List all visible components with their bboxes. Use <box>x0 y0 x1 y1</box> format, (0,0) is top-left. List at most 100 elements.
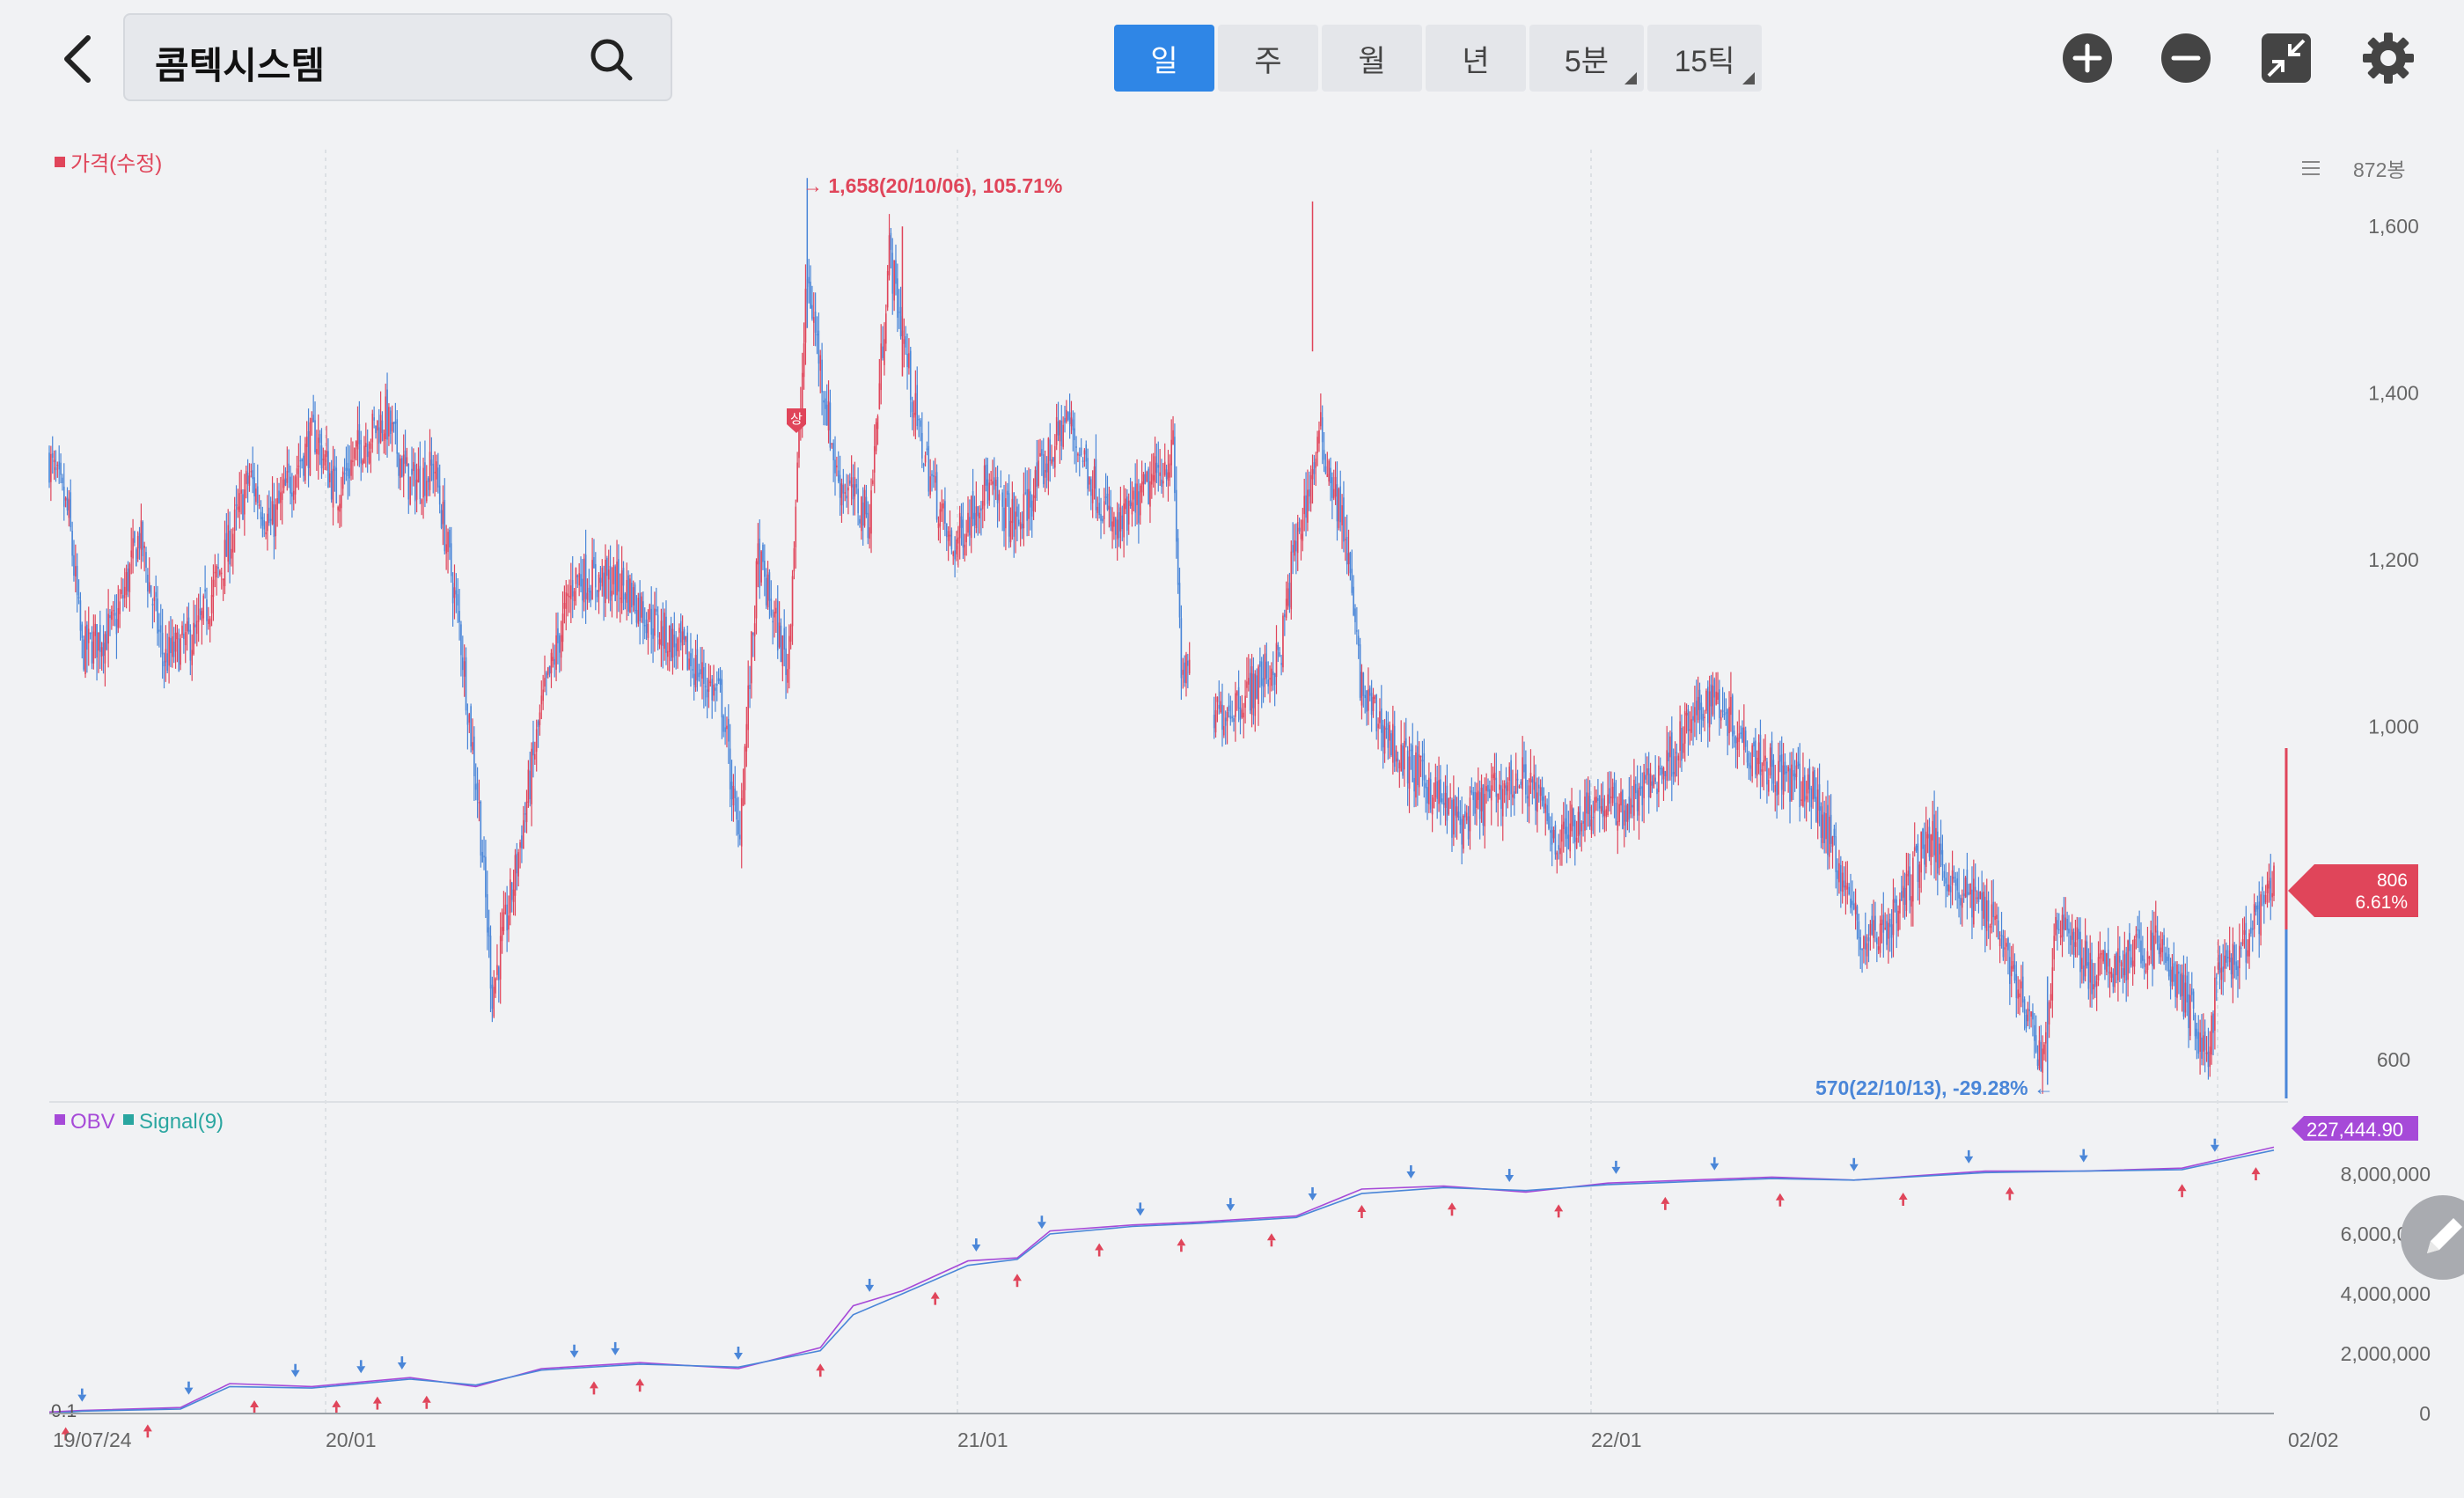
candle-body <box>675 643 677 657</box>
candle-body <box>701 662 703 679</box>
period-tab[interactable]: 주 <box>1218 25 1318 92</box>
back-button[interactable] <box>51 28 104 90</box>
candle-body <box>2133 938 2136 967</box>
candle-body <box>1292 545 1294 553</box>
candle-body <box>2013 965 2016 981</box>
candle-body <box>1611 786 1614 804</box>
candle-body <box>670 623 672 661</box>
candle-body <box>882 346 884 358</box>
candle-body <box>1956 878 1958 891</box>
candle-body <box>111 611 113 620</box>
candle-body <box>1083 450 1086 455</box>
candle-body <box>1121 515 1124 529</box>
candle-body <box>717 678 720 682</box>
candle-body <box>1144 474 1147 484</box>
candle-body <box>134 531 136 543</box>
period-tab[interactable]: 월 <box>1322 25 1422 92</box>
candle-body <box>827 400 830 431</box>
candle-body <box>1808 767 1811 789</box>
candle-body <box>2091 959 2093 995</box>
candle-body <box>819 355 822 371</box>
candle-body <box>163 661 165 667</box>
candle-body <box>1116 519 1118 540</box>
candle-body <box>265 532 267 535</box>
candle-body <box>1618 804 1620 822</box>
collapse-icon[interactable] <box>2260 32 2313 84</box>
candle-body <box>1704 716 1705 718</box>
candle-body <box>2186 975 2188 1002</box>
candle-body <box>831 443 833 444</box>
period-tab[interactable]: 5분 <box>1529 25 1644 92</box>
signal-marker[interactable]: 상 <box>787 408 806 433</box>
candle-body <box>1343 497 1345 542</box>
candle-body <box>1302 519 1304 541</box>
stock-search-box[interactable]: 콤텍시스템 <box>123 13 672 101</box>
candle-body <box>2240 947 2242 950</box>
candle-body <box>527 769 530 803</box>
search-icon[interactable] <box>588 36 634 82</box>
buy-arrow-icon <box>2005 1186 2014 1201</box>
candle-body <box>1544 804 1547 813</box>
candle-body <box>1837 870 1838 879</box>
candle-body <box>1603 810 1606 817</box>
candle-body <box>1295 540 1297 552</box>
gear-icon[interactable] <box>2362 32 2415 84</box>
candle-body <box>1743 727 1745 751</box>
candle-body <box>2057 920 2058 930</box>
period-tab-label: 15틱 <box>1674 44 1735 78</box>
candle-body <box>1052 457 1054 462</box>
candle-body <box>150 584 152 598</box>
candle-body <box>1882 914 1885 933</box>
candle-body <box>1397 758 1399 761</box>
menu-icon[interactable] <box>2302 161 2320 175</box>
candle-body <box>810 282 811 309</box>
candle-body <box>1574 819 1576 842</box>
candle-body <box>694 655 697 687</box>
candle-body <box>1976 897 1978 900</box>
candle-body <box>949 534 951 537</box>
candle-body <box>836 465 838 468</box>
candle-body <box>1345 539 1346 540</box>
candle-body <box>2235 961 2237 971</box>
candle-body <box>1974 886 1976 892</box>
candle-body <box>584 554 587 599</box>
candle-body <box>929 476 931 496</box>
candle-body <box>347 462 349 477</box>
candle-body <box>542 689 544 701</box>
candle-body <box>1169 463 1171 478</box>
draw-tool-button[interactable] <box>2401 1195 2464 1280</box>
candle-body <box>857 488 859 514</box>
candle-body <box>1146 472 1148 481</box>
period-tab[interactable]: 년 <box>1426 25 1526 92</box>
candle-body <box>1490 785 1492 801</box>
candle-body <box>353 447 356 459</box>
chart-canvas[interactable]: 가격(수정) 872봉 600 1,000 1,200 1,400 1,600 → 1,… <box>0 132 2464 1498</box>
candle-body <box>593 556 595 569</box>
period-tab[interactable]: 15틱 <box>1647 25 1762 92</box>
candle-body <box>206 599 208 621</box>
candle-body <box>1731 695 1734 737</box>
candle-body <box>1646 767 1648 775</box>
candle-body <box>2212 1013 2214 1033</box>
candle-body <box>1610 796 1612 798</box>
candle-body <box>2273 865 2275 896</box>
candle-body <box>780 625 782 663</box>
candle-body <box>658 639 661 645</box>
candle-body <box>2125 952 2128 981</box>
candle-body <box>1567 834 1570 849</box>
chart-area[interactable]: 가격(수정) 872봉 600 1,000 1,200 1,400 1,600 → 1,… <box>0 132 2464 1498</box>
obv-lines <box>48 1146 2275 1414</box>
candle-body <box>776 600 779 651</box>
candle-body <box>2190 988 2193 995</box>
candle-body <box>2160 947 2162 958</box>
candle-body <box>2207 1051 2210 1068</box>
period-tab[interactable]: 일 <box>1114 25 1214 92</box>
minus-circle-icon[interactable] <box>2160 32 2212 84</box>
candle-body <box>176 632 179 640</box>
plus-circle-icon[interactable] <box>2061 32 2114 84</box>
candle-body <box>2167 954 2170 977</box>
candle-body <box>1118 511 1120 539</box>
candle-body <box>939 509 942 527</box>
candle-body <box>2116 952 2117 975</box>
